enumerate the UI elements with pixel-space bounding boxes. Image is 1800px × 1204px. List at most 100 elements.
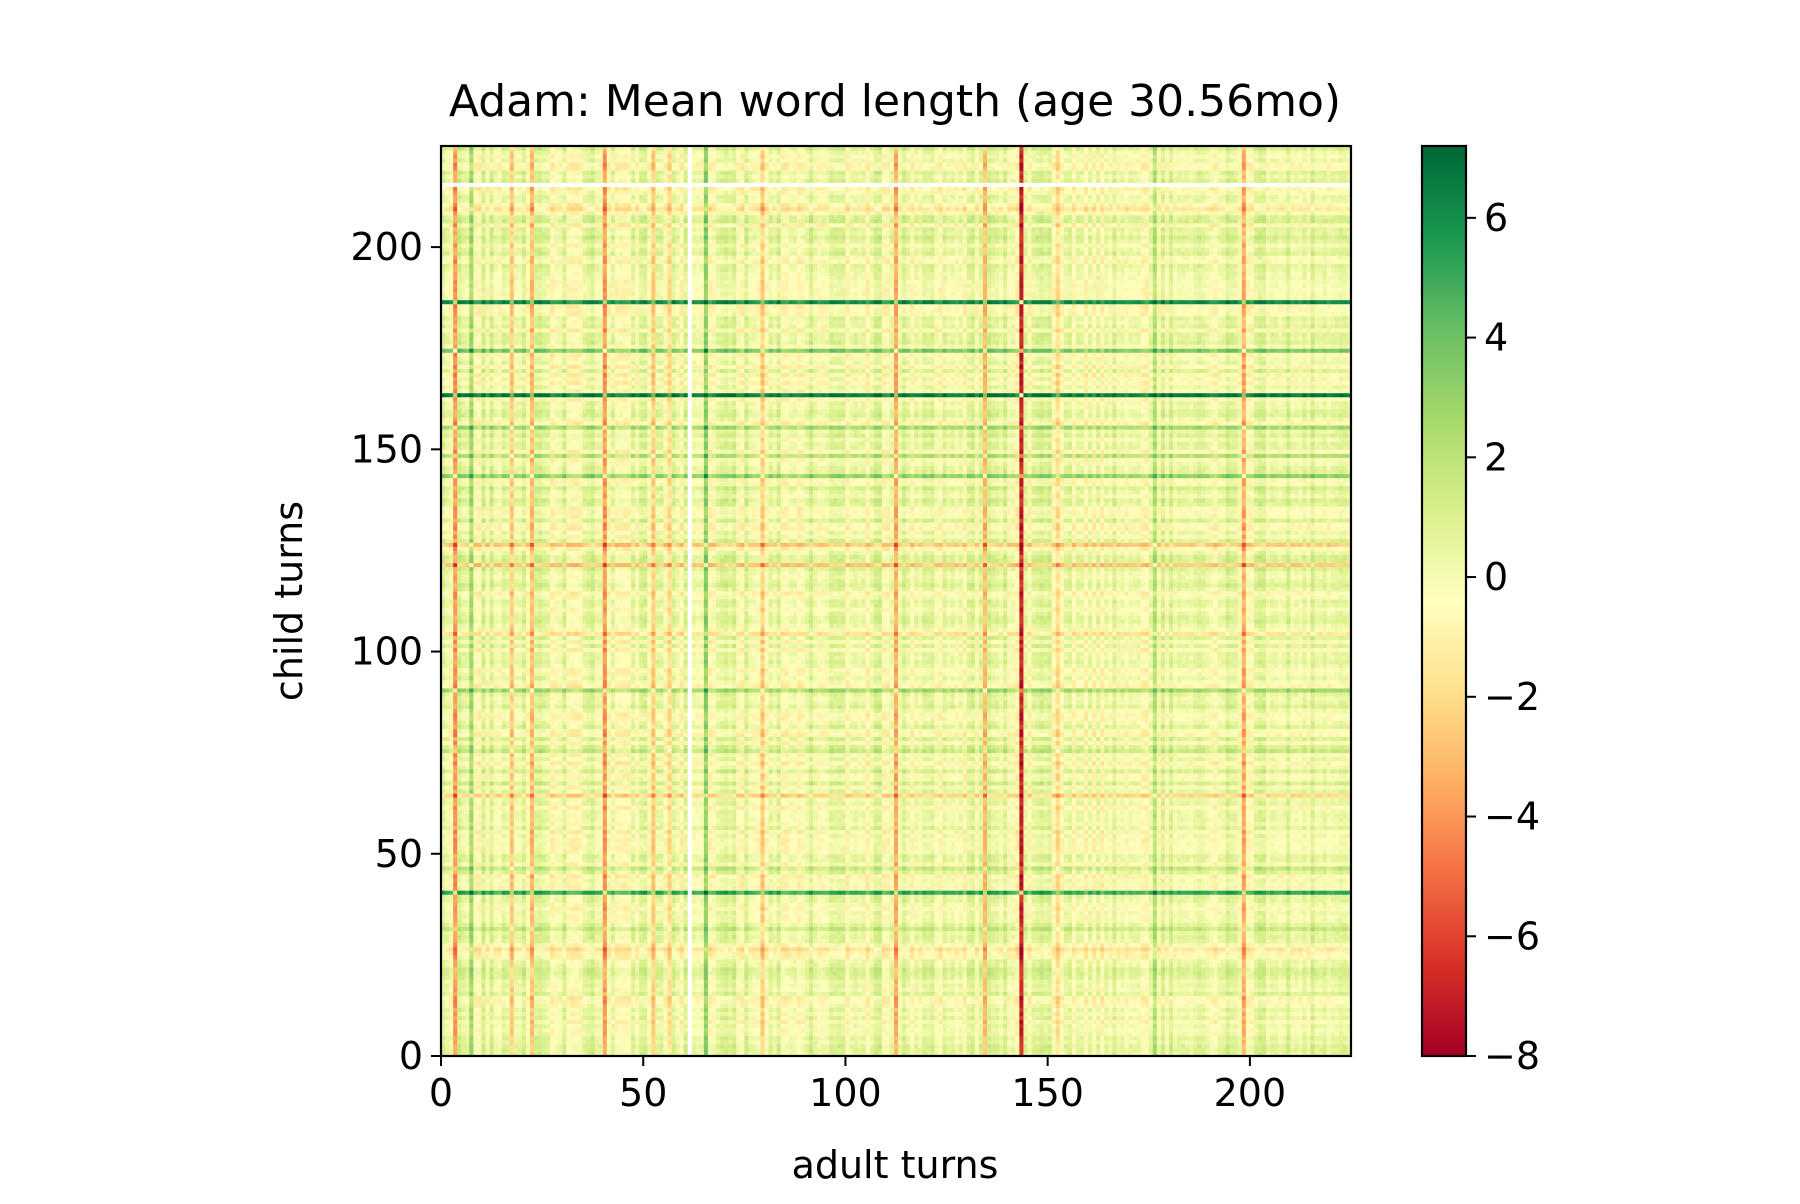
heatmap-cell <box>1040 1028 1045 1033</box>
heatmap-cell <box>1274 1032 1279 1037</box>
heatmap-cell <box>1209 1024 1214 1029</box>
heatmap-cell <box>696 1020 701 1025</box>
heatmap-cell <box>696 1032 701 1037</box>
heatmap-cell <box>481 1012 486 1017</box>
heatmap-cell <box>1213 1040 1218 1045</box>
heatmap-cell <box>469 1044 474 1049</box>
heatmap-cell <box>667 1012 672 1017</box>
heatmap-cell <box>1116 1048 1121 1053</box>
heatmap-cell <box>514 1032 519 1037</box>
heatmap-cell <box>1096 1036 1101 1041</box>
heatmap-cell <box>494 1016 499 1021</box>
heatmap-cell <box>1189 1032 1194 1037</box>
heatmap-cell <box>999 1007 1004 1012</box>
heatmap-cell <box>1238 1036 1243 1041</box>
heatmap-cell <box>878 1032 883 1037</box>
heatmap-cell <box>485 1012 490 1017</box>
heatmap-cell <box>518 1007 523 1012</box>
heatmap-cell <box>502 1012 507 1017</box>
heatmap-cell <box>659 1032 664 1037</box>
heatmap-cell <box>1031 1032 1036 1037</box>
heatmap-cell <box>550 1032 555 1037</box>
heatmap-cell <box>1298 1040 1303 1045</box>
heatmap-cell <box>983 1032 988 1037</box>
heatmap-cell <box>579 1044 584 1049</box>
heatmap-cell <box>825 1016 830 1021</box>
heatmap-cell <box>1294 1020 1299 1025</box>
heatmap-cell <box>680 1012 685 1017</box>
heatmap-cell <box>744 1003 749 1008</box>
heatmap-cell <box>874 1040 879 1045</box>
heatmap-cell <box>720 1040 725 1045</box>
heatmap-cell <box>457 1036 462 1041</box>
heatmap-cell <box>526 1048 531 1053</box>
heatmap-cell <box>469 1016 474 1021</box>
heatmap-cell <box>1112 1012 1117 1017</box>
heatmap-cell <box>506 1032 511 1037</box>
heatmap-cell <box>1076 1016 1081 1021</box>
heatmap-cell <box>1274 1007 1279 1012</box>
heatmap-cell <box>1242 1020 1247 1025</box>
heatmap-cell <box>773 1003 778 1008</box>
heatmap-cell <box>506 1020 511 1025</box>
heatmap-cell <box>955 1020 960 1025</box>
heatmap-cell <box>1230 1032 1235 1037</box>
heatmap-cell <box>623 1032 628 1037</box>
heatmap-cell <box>1181 1024 1186 1029</box>
heatmap-cell <box>473 1032 478 1037</box>
heatmap-cell <box>1226 1040 1231 1045</box>
heatmap-cell <box>841 1032 846 1037</box>
heatmap-cell <box>1044 1020 1049 1025</box>
heatmap-cell <box>663 1016 668 1021</box>
heatmap-cell <box>1319 1020 1324 1025</box>
heatmap-cell <box>918 1016 923 1021</box>
heatmap-cell <box>1116 1020 1121 1025</box>
heatmap-cell <box>1298 1036 1303 1041</box>
heatmap-cell <box>623 1040 628 1045</box>
heatmap-cell <box>938 1032 943 1037</box>
heatmap-cell <box>1019 1024 1024 1029</box>
heatmap-cell <box>740 1048 745 1053</box>
heatmap-cell <box>506 1007 511 1012</box>
heatmap-cell <box>991 1003 996 1008</box>
heatmap-cell <box>591 1048 596 1053</box>
heatmap-cell <box>1302 1036 1307 1041</box>
heatmap-cell <box>821 1040 826 1045</box>
heatmap-cell <box>971 1048 976 1053</box>
heatmap-cell <box>1007 1020 1012 1025</box>
heatmap-cell <box>829 1012 834 1017</box>
heatmap-cell <box>1307 1028 1312 1033</box>
heatmap-cell <box>1007 1024 1012 1029</box>
heatmap-cell <box>809 1028 814 1033</box>
heatmap-cell <box>1048 1044 1053 1049</box>
heatmap-cell <box>1238 1007 1243 1012</box>
heatmap-cell <box>566 1007 571 1012</box>
heatmap-cell <box>991 1012 996 1017</box>
heatmap-cell <box>752 1024 757 1029</box>
heatmap-cell <box>449 1036 454 1041</box>
heatmap-cell <box>494 1036 499 1041</box>
heatmap-cell <box>667 1024 672 1029</box>
heatmap-cell <box>761 1003 766 1008</box>
heatmap-cell <box>526 1028 531 1033</box>
heatmap-cell <box>692 1040 697 1045</box>
heatmap-cell <box>1311 1036 1316 1041</box>
heatmap-cell <box>845 1044 850 1049</box>
heatmap-cell <box>1226 1012 1231 1017</box>
heatmap-cell <box>902 1032 907 1037</box>
heatmap-cell <box>995 1040 1000 1045</box>
heatmap-cell <box>1149 1024 1154 1029</box>
heatmap-cell <box>874 1032 879 1037</box>
heatmap-cell <box>1120 1048 1125 1053</box>
heatmap-cell <box>542 1036 547 1041</box>
heatmap-cell <box>1258 1012 1263 1017</box>
heatmap-cell <box>667 1040 672 1045</box>
heatmap-cell <box>494 1028 499 1033</box>
heatmap-cell <box>643 1007 648 1012</box>
heatmap-cell <box>631 1028 636 1033</box>
heatmap-cell <box>1048 1048 1053 1053</box>
heatmap-cell <box>1173 1020 1178 1025</box>
heatmap-cell <box>995 1024 1000 1029</box>
heatmap-cell <box>542 1003 547 1008</box>
heatmap-cell <box>1040 1024 1045 1029</box>
